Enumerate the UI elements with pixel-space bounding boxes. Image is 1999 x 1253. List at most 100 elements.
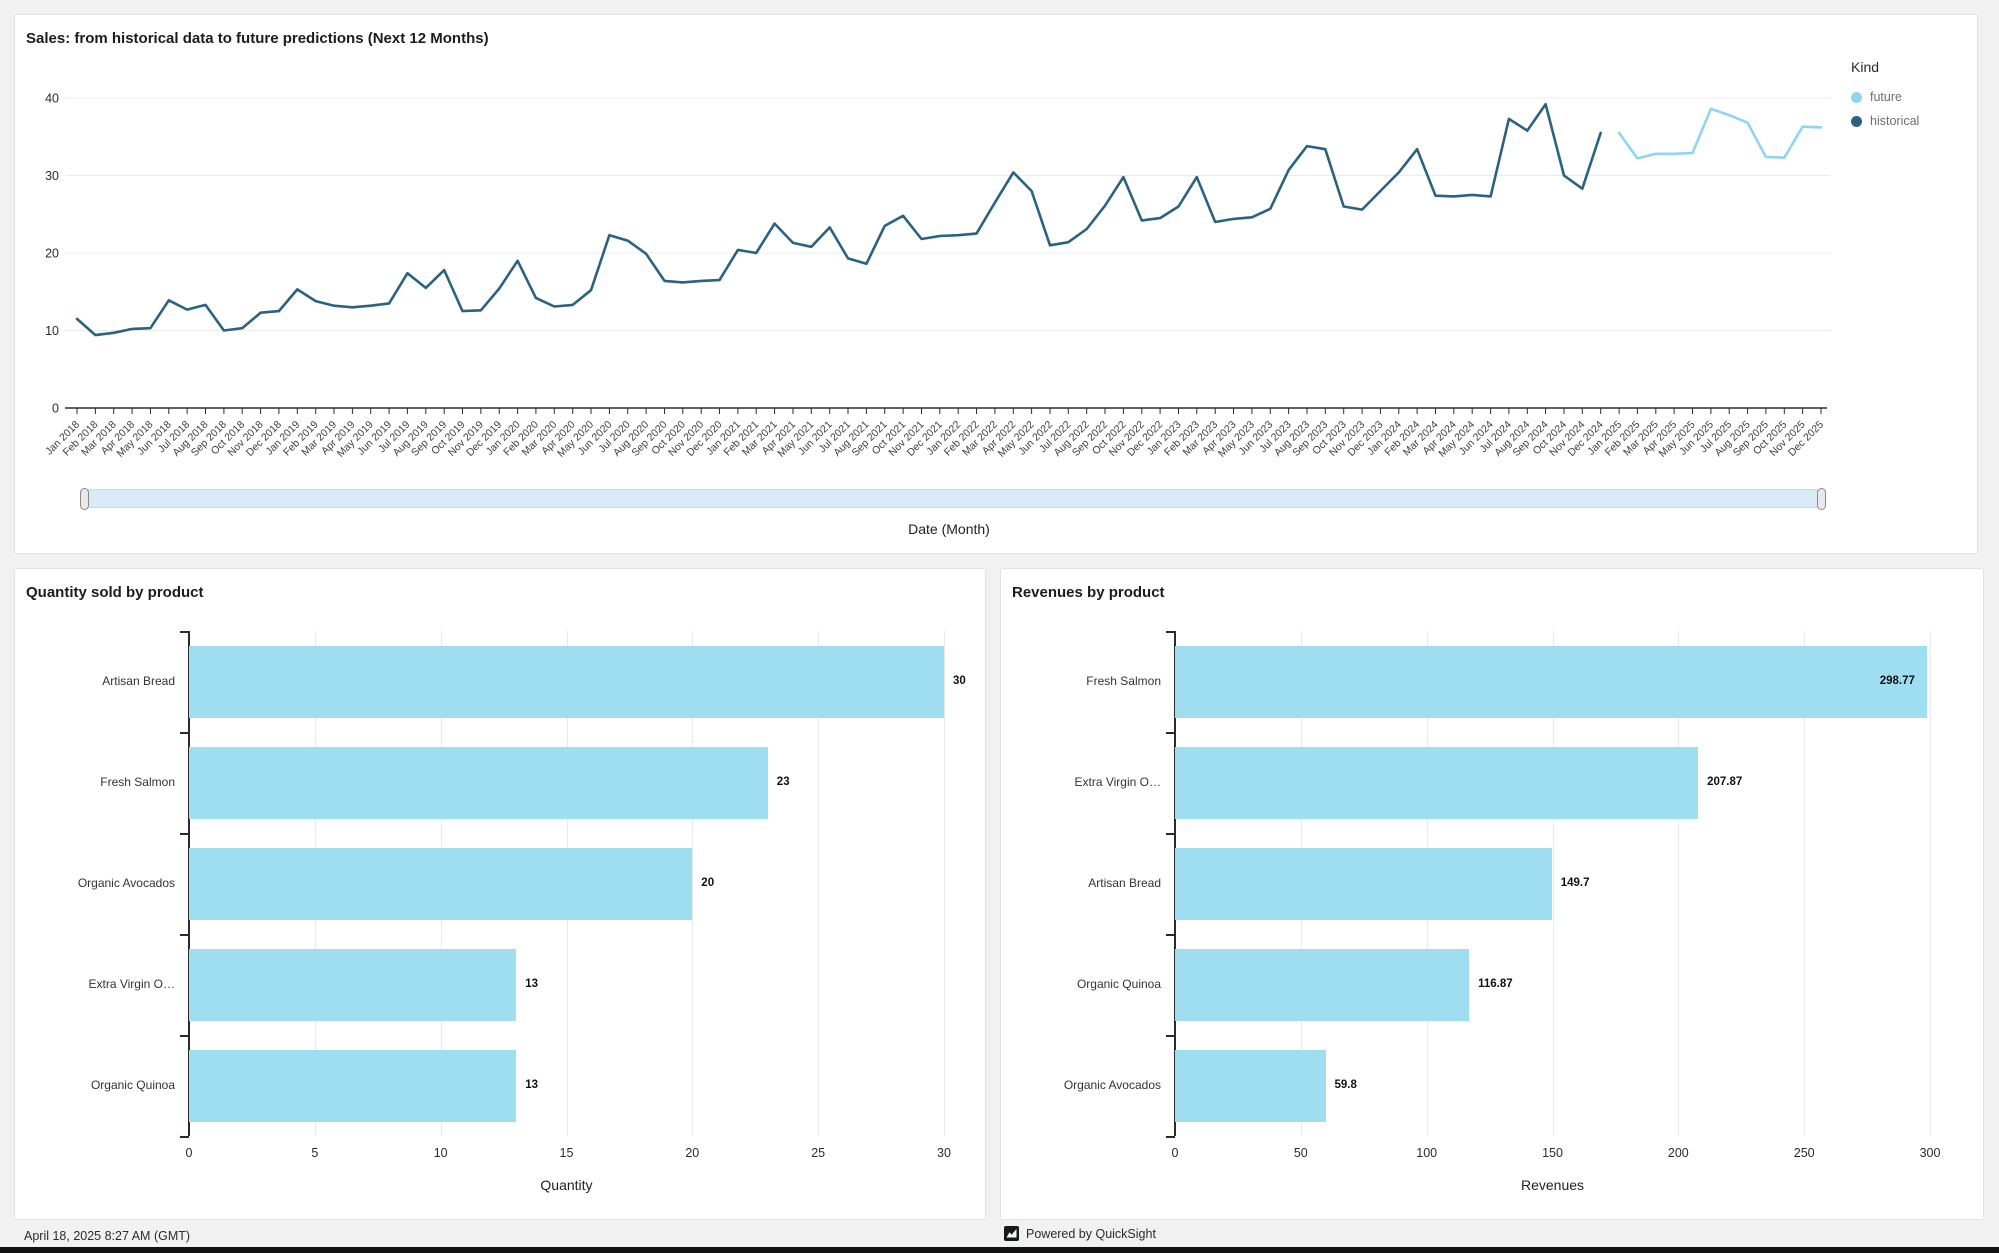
x-tick-label: 0	[185, 1146, 193, 1160]
bar[interactable]	[1175, 1049, 1326, 1122]
x-axis-title: Revenues	[1520, 1177, 1585, 1193]
future-legend-dot-icon	[1851, 91, 1862, 103]
category-label: Extra Virgin O…	[1074, 775, 1161, 789]
gridline	[1552, 631, 1554, 1136]
panel-quantity-by-product: Quantity sold by product Artisan Bread 30…	[14, 568, 986, 1220]
revenues-bar-chart: Fresh Salmon 298.77 Extra Virgin O… 207.87 A…	[1064, 631, 1940, 1193]
category-label: Organic Avocados	[1063, 1078, 1161, 1092]
y-tick-label: 10	[45, 324, 59, 338]
axis-tick	[180, 1035, 189, 1037]
value-label: 30	[953, 675, 966, 687]
axis-tick	[1166, 1035, 1175, 1037]
historical-legend-dot-icon	[1851, 115, 1862, 127]
bar[interactable]	[1175, 847, 1552, 920]
x-tick-label: 30	[937, 1146, 951, 1160]
x-tick-label: 0	[1171, 1146, 1179, 1160]
value-label: 13	[525, 1079, 538, 1091]
axis-tick	[1166, 1136, 1175, 1138]
axis-tick	[1166, 631, 1175, 633]
gridline	[1804, 631, 1806, 1136]
legend-item-label: future	[1870, 90, 1902, 104]
value-label: 207.87	[1707, 776, 1743, 788]
plot-area: Fresh Salmon 298.77 Extra Virgin O… 207.87 A…	[1064, 631, 1931, 1138]
date-range-slider[interactable]	[80, 487, 1826, 510]
x-axis-ticks: 0 50 100 150 200 250 300	[1171, 1146, 1941, 1166]
y-tick-label: 0	[52, 402, 59, 416]
category-label: Extra Virgin O…	[88, 977, 175, 991]
bar[interactable]	[1175, 645, 1927, 718]
gridline	[1930, 631, 1931, 1136]
y-tick-label: 30	[45, 169, 59, 183]
bar[interactable]	[1175, 746, 1699, 819]
x-tick-label: 25	[811, 1146, 826, 1160]
legend-item-future[interactable]: future	[1851, 90, 1977, 104]
axis-tick	[180, 934, 189, 936]
category-label: Organic Quinoa	[90, 1078, 175, 1092]
x-tick-label: 250	[1793, 1146, 1815, 1160]
x-tick-label: 20	[685, 1146, 700, 1160]
quicksight-logo-icon	[1004, 1226, 1019, 1241]
x-tick-label: 200	[1667, 1146, 1689, 1160]
panel-sales-forecast: Sales: from historical data to future pr…	[14, 14, 1978, 554]
slider-handle-left[interactable]	[80, 487, 89, 510]
value-label: 116.87	[1478, 978, 1513, 990]
line-chart-title: Sales: from historical data to future pr…	[26, 30, 489, 47]
powered-by-label: Powered by QuickSight	[1026, 1226, 1156, 1241]
value-label: 20	[701, 877, 715, 889]
axis-tick	[1166, 833, 1175, 835]
x-tick-label: 100	[1416, 1146, 1438, 1160]
axis-tick	[180, 1136, 189, 1138]
axis-tick	[180, 732, 189, 734]
category-label: Artisan Bread	[1088, 876, 1161, 890]
x-axis-title: Date (Month)	[908, 521, 990, 537]
dashboard-timestamp: April 18, 2025 8:27 AM (GMT)	[24, 1229, 191, 1243]
category-label: Organic Avocados	[77, 876, 175, 890]
bar[interactable]	[1175, 948, 1470, 1021]
category-label: Artisan Bread	[102, 674, 175, 688]
x-tick-label: 10	[433, 1146, 448, 1160]
y-tick-label: 40	[45, 92, 59, 106]
x-axis-title: Quantity	[540, 1177, 593, 1193]
legend-item-historical[interactable]: historical	[1851, 114, 1977, 128]
value-label: 13	[525, 978, 538, 990]
y-tick-label: 20	[45, 247, 59, 261]
future-line[interactable]	[1617, 107, 1823, 160]
gridline	[818, 631, 820, 1136]
value-label: 23	[776, 776, 790, 788]
value-label: 149.7	[1560, 877, 1590, 889]
value-label: 59.8	[1334, 1079, 1357, 1091]
quantity-bar-chart: Artisan Bread 30 Fresh Salmon 23 Organic Avo…	[78, 631, 966, 1193]
bar[interactable]	[189, 746, 768, 819]
legend-item-label: historical	[1870, 114, 1920, 128]
window-bottom-edge	[0, 1247, 1999, 1253]
x-tick-label: 150	[1542, 1146, 1563, 1160]
bar[interactable]	[189, 645, 944, 718]
x-tick-label: 5	[311, 1146, 319, 1160]
bar[interactable]	[189, 948, 517, 1021]
axis-tick	[1166, 934, 1175, 936]
bar[interactable]	[189, 847, 693, 920]
bar-chart-title: Quantity sold by product	[26, 584, 204, 601]
axis-tick	[180, 631, 189, 633]
x-tick-label: 300	[1919, 1146, 1941, 1160]
x-tick-label: 15	[559, 1146, 574, 1160]
historical-line[interactable]	[75, 102, 1602, 337]
axis-tick	[1166, 732, 1175, 734]
slider-handle-right[interactable]	[1817, 487, 1826, 510]
gridline	[1678, 631, 1680, 1136]
panel-revenues-by-product: Revenues by product Fresh Salmon 298.77 Ex…	[1000, 568, 1984, 1220]
powered-by-quicksight: Powered by QuickSight	[1004, 1226, 1156, 1241]
category-label: Fresh Salmon	[1086, 674, 1161, 688]
axis-tick	[180, 833, 189, 835]
value-label: 298.77	[1879, 675, 1915, 687]
bar[interactable]	[189, 1049, 517, 1122]
x-tick-label: 50	[1293, 1146, 1308, 1160]
x-axis-ticks: 0 5 10 15 20 25 30	[185, 1146, 951, 1166]
legend: Kind future historical	[1851, 59, 1977, 138]
gridline	[692, 631, 694, 1136]
plot-area: Artisan Bread 30 Fresh Salmon 23 Organic Avo…	[78, 631, 966, 1138]
legend-title: Kind	[1851, 59, 1880, 75]
bar-chart-title: Revenues by product	[1012, 584, 1165, 601]
gridline	[944, 631, 945, 1136]
